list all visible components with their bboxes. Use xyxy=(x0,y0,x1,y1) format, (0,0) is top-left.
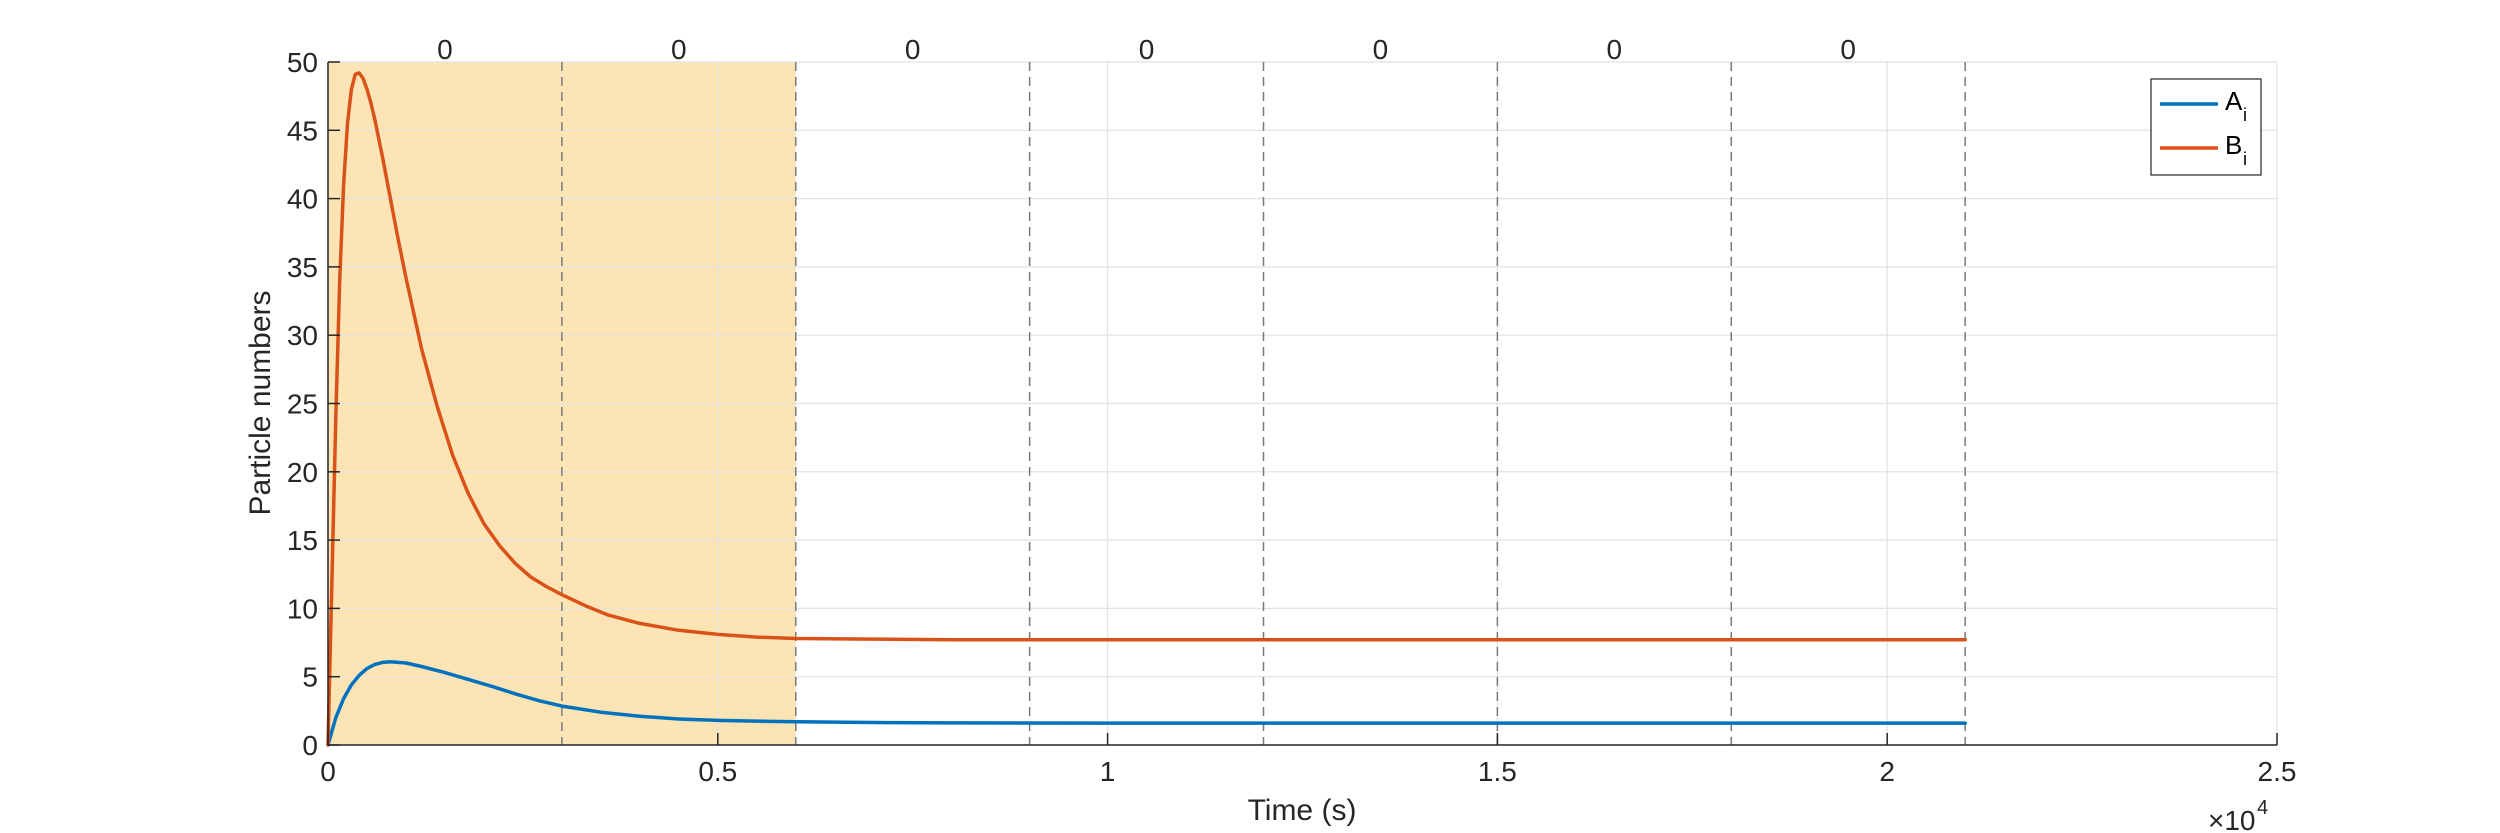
x-tick-label: 1.5 xyxy=(1478,756,1517,787)
y-tick-label: 15 xyxy=(287,525,318,556)
svg-text:×10: ×10 xyxy=(2208,805,2256,833)
y-tick-label: 30 xyxy=(287,320,318,351)
y-tick-labels: 0 5 10 15 20 25 30 35 40 45 50 xyxy=(287,47,318,761)
x-tick-label: 2 xyxy=(1879,756,1895,787)
x-tick-label: 0 xyxy=(320,756,336,787)
x-tick-label: 1 xyxy=(1100,756,1116,787)
top-labels: 0 0 0 0 0 0 0 xyxy=(437,34,1856,65)
y-tick-label: 40 xyxy=(287,184,318,215)
y-tick-label: 45 xyxy=(287,115,318,146)
x-tick-labels: 0 0.5 1 1.5 2 2.5 xyxy=(320,756,2296,787)
x-axis-label: Time (s) xyxy=(1248,794,1357,827)
series-lines xyxy=(326,71,1967,747)
legend-box xyxy=(2150,78,2262,176)
y-tick-label: 10 xyxy=(287,593,318,624)
y-tick-label: 5 xyxy=(302,662,318,693)
vertical-dashed-lines xyxy=(561,62,1966,745)
legend-label-a: A xyxy=(2225,86,2243,116)
top-segment-label: 0 xyxy=(1840,34,1856,65)
y-tick-label: 0 xyxy=(302,730,318,761)
top-segment-label: 0 xyxy=(1373,34,1389,65)
series-line-a xyxy=(326,659,1967,747)
x-exponent: ×10 4 xyxy=(2208,797,2268,833)
legend-subscript-b: i xyxy=(2243,149,2247,169)
axes xyxy=(327,61,2278,746)
y-axis-label: Particle numbers xyxy=(244,290,277,515)
x-tick-label: 2.5 xyxy=(2258,756,2297,787)
top-segment-label: 0 xyxy=(1607,34,1623,65)
y-tick-label: 20 xyxy=(287,457,318,488)
svg-text:4: 4 xyxy=(2257,797,2268,819)
x-tick-label: 0.5 xyxy=(698,756,737,787)
top-segment-label: 0 xyxy=(1139,34,1155,65)
top-segment-label: 0 xyxy=(671,34,687,65)
top-segment-label: 0 xyxy=(905,34,921,65)
y-tick-label: 50 xyxy=(287,47,318,78)
legend: A i B i xyxy=(2150,78,2262,176)
y-tick-label: 25 xyxy=(287,389,318,420)
legend-label-b: B xyxy=(2225,130,2242,160)
legend-subscript-a: i xyxy=(2243,105,2247,125)
y-tick-label: 35 xyxy=(287,252,318,283)
series-line-b xyxy=(326,71,1967,747)
top-segment-label: 0 xyxy=(437,34,453,65)
